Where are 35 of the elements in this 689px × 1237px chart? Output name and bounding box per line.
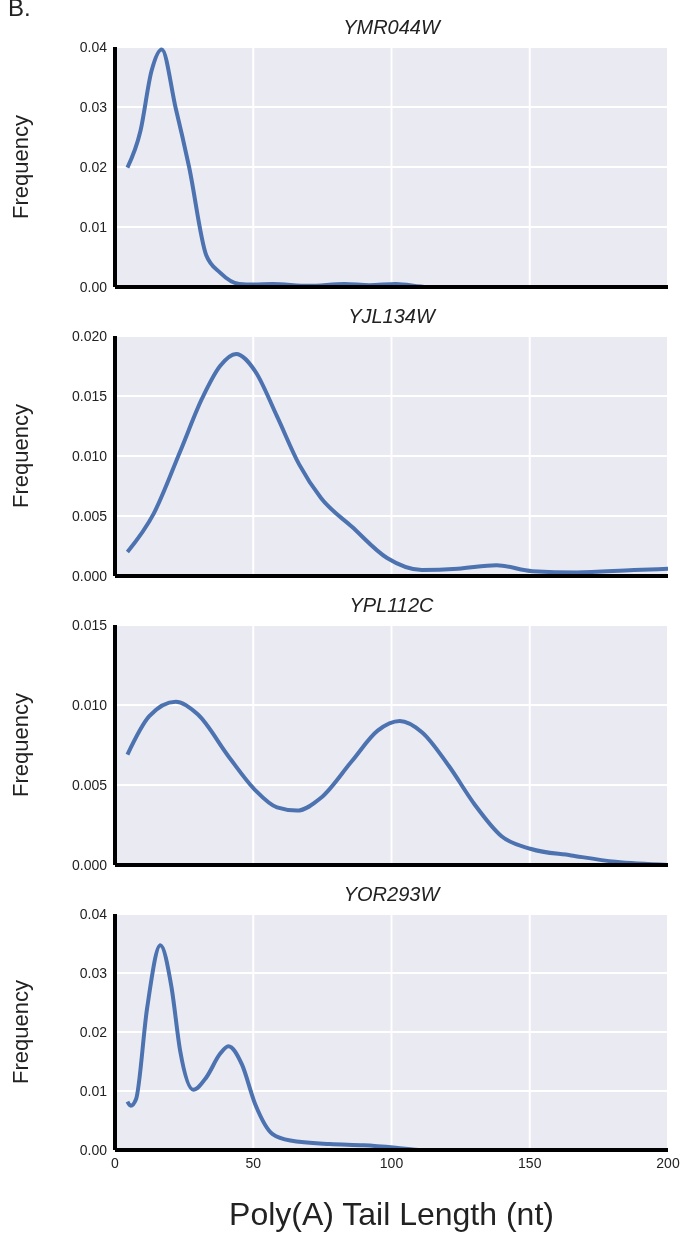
y-tick-label: 0.04 [79, 905, 108, 922]
y-tick-label: 0.010 [71, 447, 108, 464]
chart-title: YOR293W [342, 883, 442, 906]
y-axis-title: Frequency [7, 404, 33, 508]
y-tick-label: 0.020 [71, 327, 108, 344]
y-tick-label: 0.00 [79, 1141, 108, 1158]
y-axis-title: Frequency [7, 693, 33, 797]
y-tick-label: 0.01 [79, 218, 108, 235]
chart-title: YPL112C [348, 594, 435, 617]
y-tick-label: 0.005 [71, 776, 108, 793]
text: B. [8, 0, 31, 22]
x-tick-label: 0 [111, 1154, 120, 1171]
x-tick-label: 100 [379, 1154, 404, 1171]
y-tick-label: 0.010 [71, 696, 108, 713]
y-axis-title: Frequency [7, 115, 33, 219]
y-tick-label: 0.00 [79, 278, 108, 295]
y-tick-label: 0.01 [79, 1082, 108, 1099]
x-tick-label: 150 [518, 1154, 542, 1171]
y-tick-label: 0.005 [71, 507, 108, 524]
y-tick-label: 0.02 [79, 158, 108, 175]
x-tick-label: 200 [656, 1154, 680, 1171]
y-tick-label: 0.000 [71, 567, 108, 584]
chart-title: YJL134W [347, 305, 438, 328]
chart-title: YMR044W [342, 16, 443, 39]
x-axis-title: Poly(A) Tail Length (nt) [229, 1196, 554, 1232]
y-tick-label: 0.015 [71, 387, 108, 404]
y-tick-label: 0.03 [79, 964, 108, 981]
y-tick-label: 0.015 [71, 616, 108, 633]
line-series [125, 352, 668, 575]
y-tick-label: 0.03 [79, 98, 108, 115]
y-axis-title: Frequency [7, 980, 33, 1084]
y-tick-label: 0.04 [79, 38, 108, 55]
y-tick-label: 0.02 [79, 1023, 108, 1040]
x-tick-label: 50 [245, 1154, 262, 1171]
y-tick-label: 0.000 [71, 856, 108, 873]
